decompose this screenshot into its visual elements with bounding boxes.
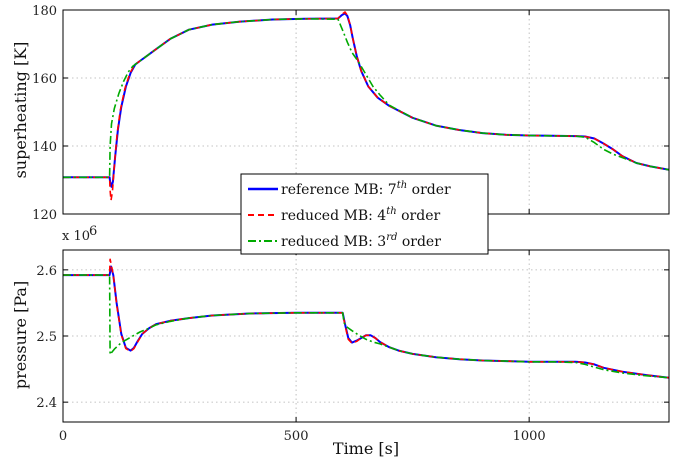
svg-text:x 10: x 10: [62, 229, 90, 244]
bottom-series-reference-line: [63, 265, 669, 379]
bottom-series-reduced-4th-line: [63, 258, 669, 379]
legend-entry-label: reduced MB: 3rd order: [281, 232, 441, 250]
bottom-ytick-label: 2.5: [36, 330, 57, 345]
bottom-xtick-label: 1000: [513, 429, 546, 444]
top-ytick-label: 180: [32, 4, 57, 19]
top-ytick-label: 120: [32, 208, 57, 223]
svg-text:6: 6: [89, 224, 97, 239]
bottom-ytick-label: 2.4: [36, 396, 57, 411]
bottom-xtick-label: 500: [284, 429, 309, 444]
xlabel: Time [s]: [333, 439, 399, 458]
legend-entry-label: reference MB: 7th order: [281, 180, 451, 198]
pressure-panel: 2.4 2.5 2.6 0 500 1000: [36, 249, 670, 444]
legend-entry-label: reduced MB: 4th order: [281, 206, 440, 224]
bottom-series-reduced-3rd-line: [63, 274, 669, 379]
bottom-ylabel: pressure [Pa]: [11, 281, 30, 389]
bottom-xtick-label: 0: [59, 429, 67, 444]
multiplier-label: x 10 6: [62, 224, 97, 244]
top-ytick-label: 160: [32, 72, 57, 87]
top-series-reduced-3rd-line: [63, 17, 669, 179]
legend: reference MB: 7th order reduced MB: 4th o…: [240, 173, 489, 255]
top-series-reference-line: [63, 12, 669, 188]
top-ytick-label: 140: [32, 140, 57, 155]
top-series-reduced-4th-line: [63, 11, 669, 202]
top-ylabel: superheating [K]: [11, 42, 30, 179]
superheating-panel: 120 140 160 180: [32, 4, 670, 223]
bottom-ytick-label: 2.6: [36, 264, 57, 279]
legend-box: [240, 173, 489, 255]
